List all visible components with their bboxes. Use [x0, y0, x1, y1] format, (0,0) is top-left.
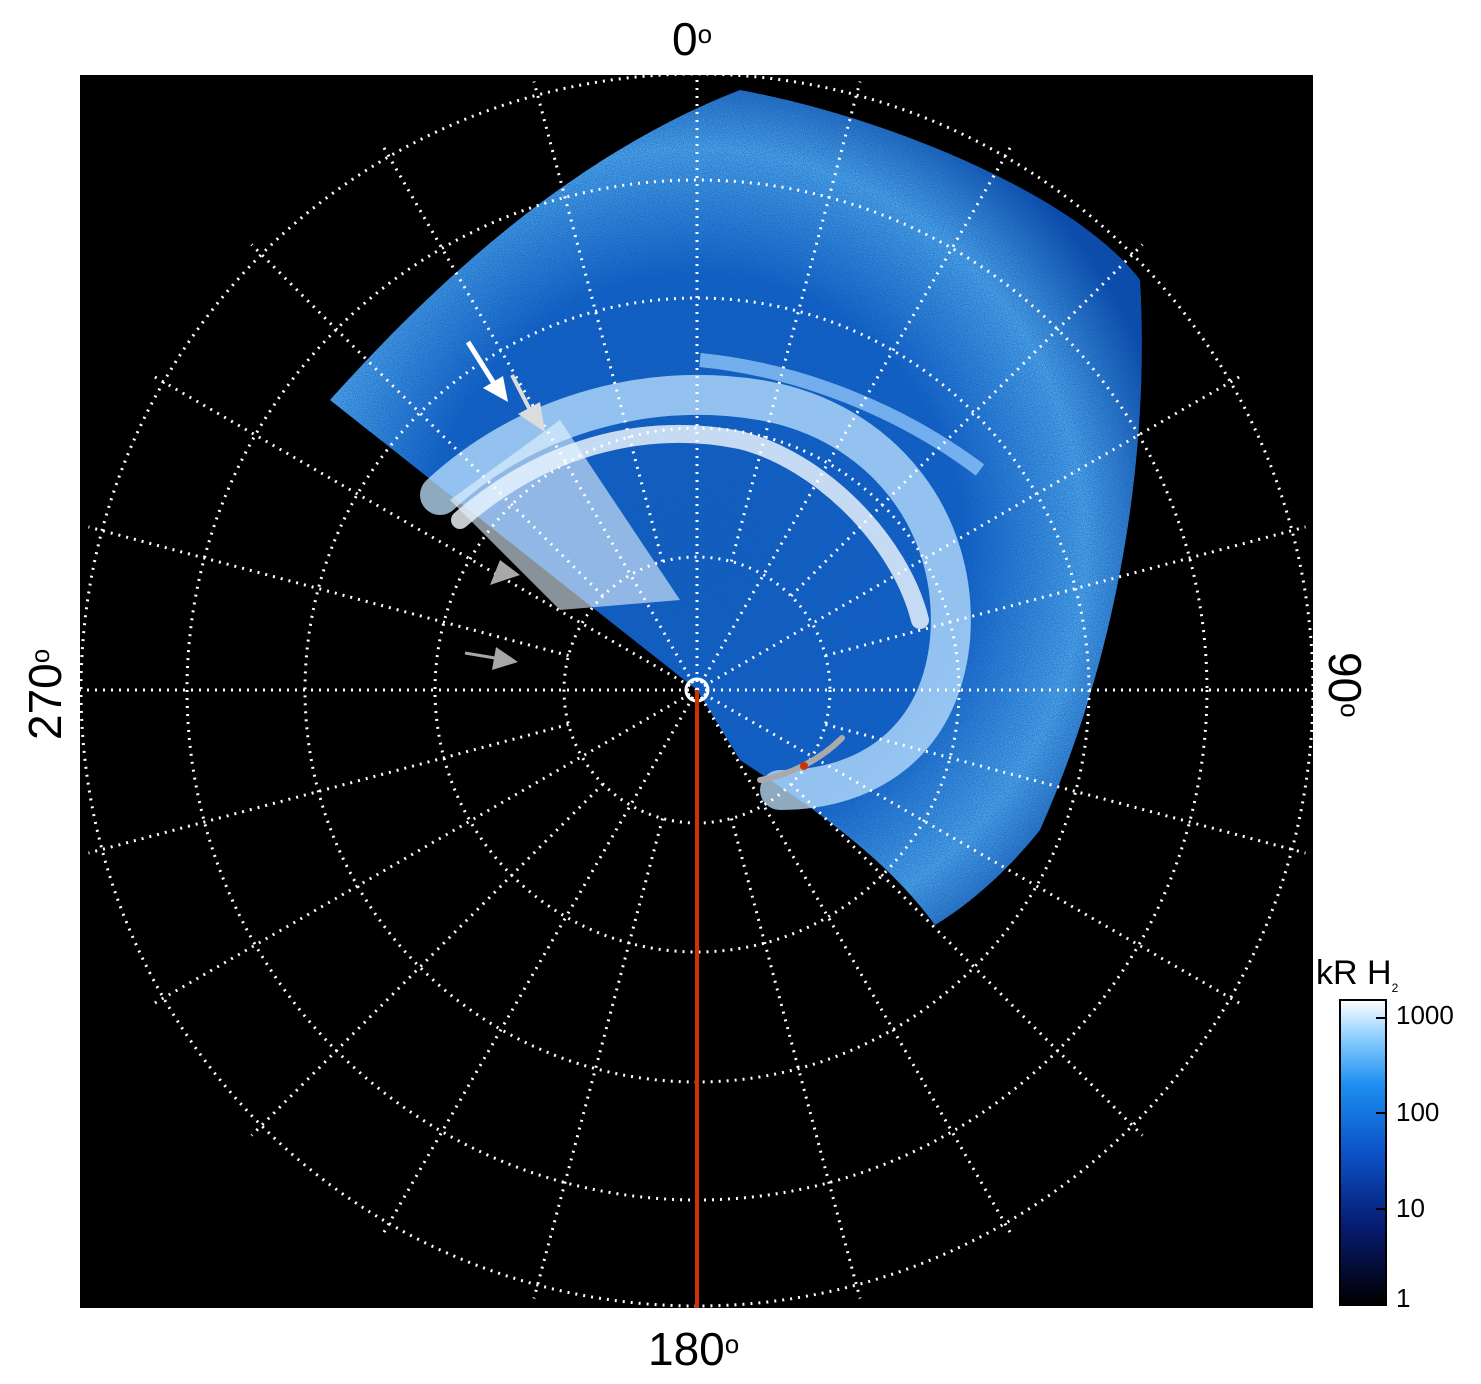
colorbar-tick-1: 1 — [1396, 1283, 1411, 1313]
meridian-345 — [532, 81, 665, 562]
meridian-75 — [825, 525, 1306, 658]
meridian-15 — [729, 81, 862, 562]
colorbar-tick-10: 10 — [1396, 1193, 1425, 1223]
white-arrow — [465, 340, 508, 402]
meridian-330 — [380, 143, 699, 691]
meridian-315 — [250, 243, 605, 598]
meridian-60 — [696, 373, 1244, 692]
meridian-195 — [532, 818, 665, 1299]
meridian-30 — [695, 143, 1014, 691]
angle-label-bottom: 180o — [648, 1323, 740, 1375]
meridian-120 — [696, 688, 1244, 1007]
meridian-300 — [150, 373, 698, 692]
light-grey-arrow — [510, 374, 545, 432]
grey-arrow-lower — [464, 647, 518, 670]
colorbar-title: kR H2 — [1316, 954, 1399, 995]
longitude-grid — [80, 75, 1313, 1308]
grey-arrow-upper — [490, 560, 520, 585]
angle-label-top: 0o — [672, 13, 713, 65]
colorbar-ticks — [1376, 1017, 1386, 1304]
meridian-225 — [250, 782, 605, 1137]
angle-label-left: 270o — [19, 648, 71, 740]
meridian-255 — [88, 722, 569, 855]
colorbar — [1339, 999, 1387, 1306]
meridian-285 — [88, 525, 569, 658]
angle-label-right: 90o — [1319, 652, 1371, 718]
footprint-marker — [800, 762, 808, 770]
meridian-240 — [150, 688, 698, 1007]
colorbar-tick-1000: 1000 — [1396, 1000, 1454, 1030]
meridian-105 — [825, 722, 1306, 855]
meridian-165 — [729, 818, 862, 1299]
meridian-45 — [789, 243, 1144, 598]
dawn-arc — [699, 353, 985, 476]
meridian-150 — [695, 689, 1014, 1237]
meridian-210 — [380, 689, 699, 1237]
dusk-bright-region — [450, 420, 680, 610]
meridian-135 — [789, 782, 1144, 1137]
colorbar-tick-100: 100 — [1396, 1097, 1440, 1127]
